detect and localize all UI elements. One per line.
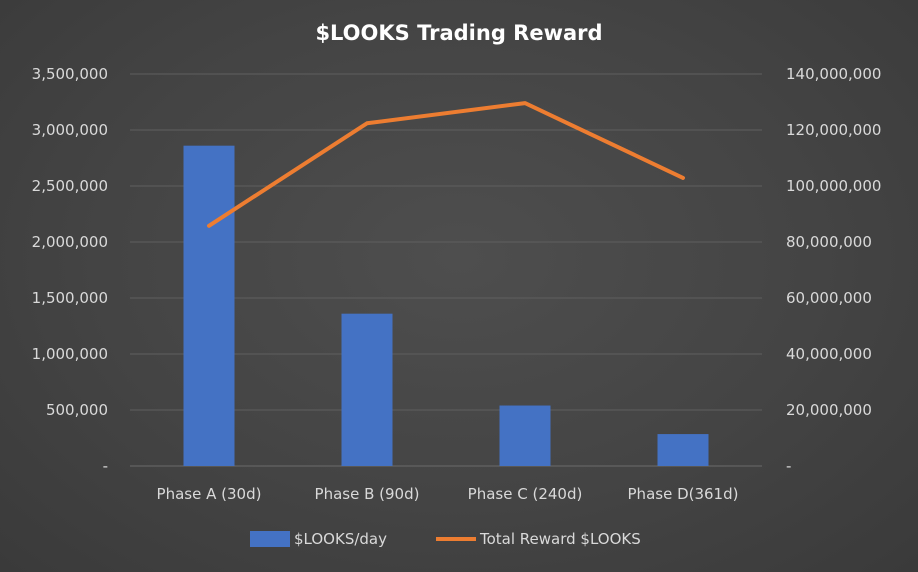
bar: [657, 434, 709, 466]
bar: [341, 313, 393, 466]
right-tick-label: 60,000,000: [786, 289, 872, 307]
category-label: Phase D(361d): [628, 485, 739, 503]
chart-title: $LOOKS Trading Reward: [315, 21, 602, 45]
category-label: Phase C (240d): [468, 485, 583, 503]
left-axis-ticks: - 500,000 1,000,000 1,500,000 2,000,000 2,500…: [32, 65, 108, 475]
right-tick-label: 40,000,000: [786, 345, 872, 363]
line-series: [207, 101, 685, 228]
right-tick-label: 20,000,000: [786, 401, 872, 419]
total-reward-line: [207, 101, 685, 228]
bar: [183, 145, 235, 466]
bar-series: [183, 145, 709, 466]
legend-bar-swatch: [250, 531, 290, 547]
legend: $LOOKS/day Total Reward $LOOKS: [250, 530, 641, 548]
left-tick-label: 1,000,000: [32, 345, 108, 363]
left-tick-label: -: [103, 457, 108, 475]
left-tick-label: 2,000,000: [32, 233, 108, 251]
legend-bar-label: $LOOKS/day: [294, 530, 387, 548]
right-tick-label: -: [786, 457, 791, 475]
category-label: Phase A (30d): [157, 485, 262, 503]
gridlines: [130, 73, 762, 467]
left-tick-label: 3,500,000: [32, 65, 108, 83]
right-tick-label: 80,000,000: [786, 233, 872, 251]
category-label: Phase B (90d): [315, 485, 420, 503]
left-tick-label: 1,500,000: [32, 289, 108, 307]
left-tick-label: 2,500,000: [32, 177, 108, 195]
category-labels: Phase A (30d) Phase B (90d) Phase C (240d)…: [157, 485, 739, 503]
right-tick-label: 140,000,000: [786, 65, 881, 83]
left-tick-label: 3,000,000: [32, 121, 108, 139]
right-axis-ticks: - 20,000,000 40,000,000 60,000,000 80,000,00…: [786, 65, 881, 475]
left-tick-label: 500,000: [46, 401, 108, 419]
right-tick-label: 120,000,000: [786, 121, 881, 139]
right-tick-label: 100,000,000: [786, 177, 881, 195]
bar: [499, 405, 551, 466]
legend-line-label: Total Reward $LOOKS: [479, 530, 641, 548]
